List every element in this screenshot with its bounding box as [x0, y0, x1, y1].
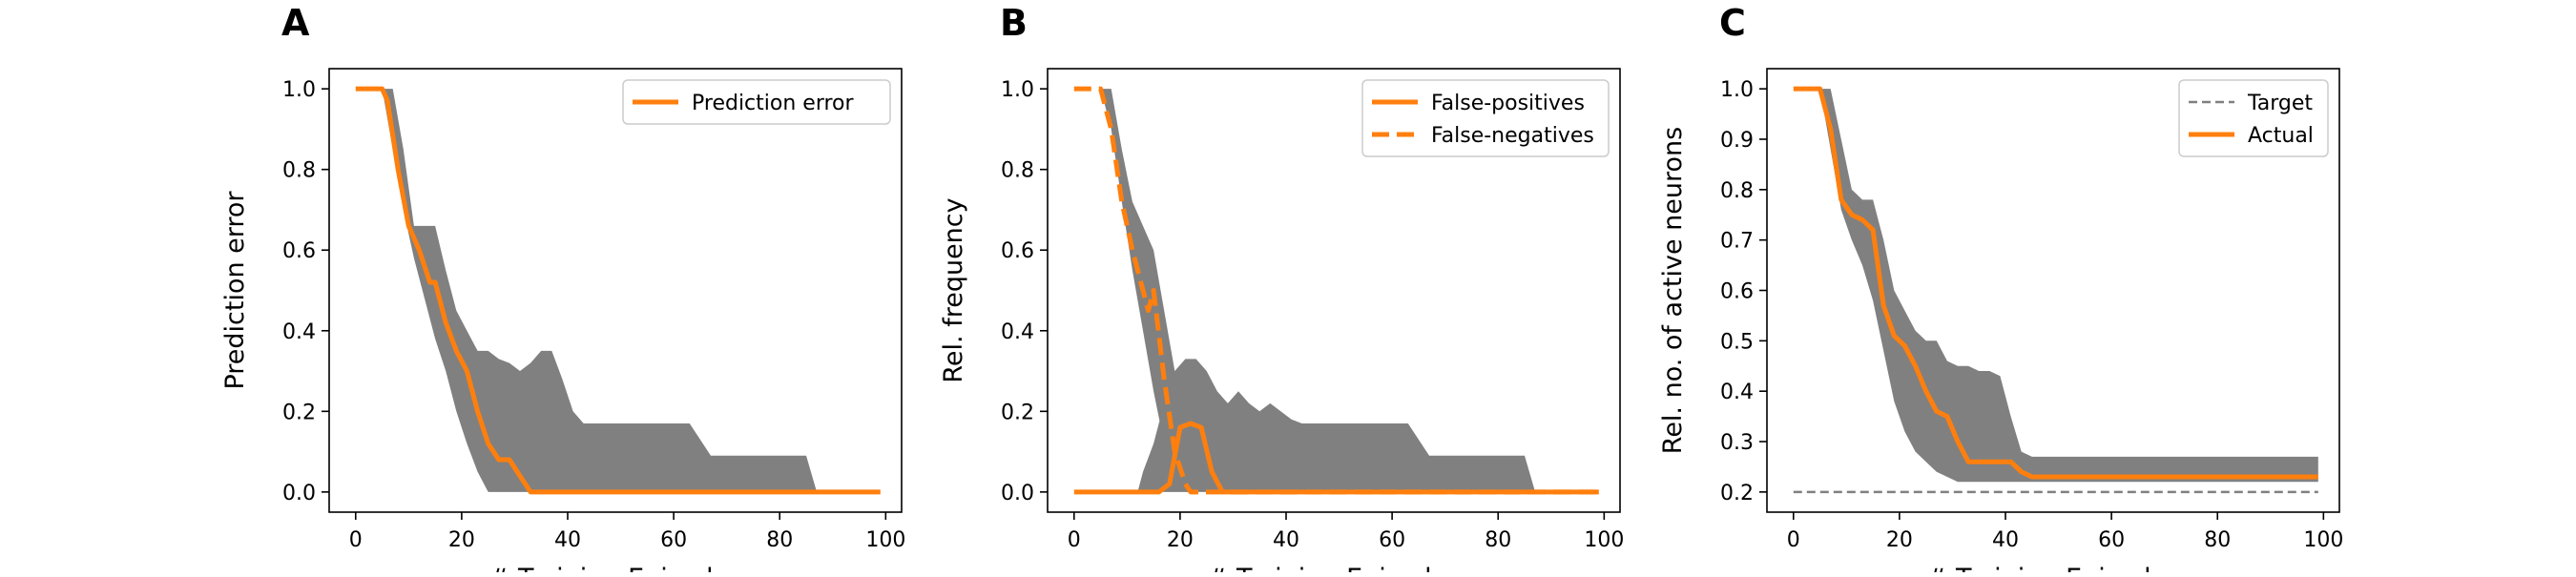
- axes-frame: [328, 68, 903, 513]
- legend-label: Actual: [2248, 124, 2314, 148]
- x-tick-label: 0: [1787, 528, 1800, 552]
- x-tick-label: 40: [1273, 528, 1299, 552]
- y-tick-label: 0.3: [1720, 431, 1754, 455]
- y-tick-label: 1.0: [1720, 78, 1754, 102]
- legend-label: False-negatives: [1431, 124, 1594, 148]
- y-tick-label: 1.0: [282, 78, 316, 102]
- x-tick-label: 20: [448, 528, 475, 552]
- legend-label: Prediction error: [692, 92, 854, 115]
- y-axis-title: Rel. no. of active neurons: [1658, 127, 1688, 454]
- x-tick-label: 100: [2303, 528, 2343, 552]
- y-tick-label: 0.8: [1001, 159, 1034, 183]
- y-tick-label: 0.6: [1001, 239, 1034, 263]
- series-line-false-negatives: [1073, 86, 1599, 495]
- y-tick-label: 0.2: [282, 401, 316, 424]
- y-tick-label: 0.8: [1720, 179, 1754, 203]
- y-tick-label: 0.6: [282, 239, 316, 263]
- x-tick-label: 40: [1992, 528, 2019, 552]
- legend-box: [622, 79, 891, 125]
- series-line-actual: [1793, 86, 2318, 480]
- confidence-band-2: [1100, 89, 1196, 492]
- y-tick-label: 0.0: [1001, 482, 1034, 505]
- legend: False-positives False-negatives: [1361, 79, 1610, 157]
- y-tick-label: 0.0: [282, 482, 316, 505]
- y-tick-label: 0.8: [282, 159, 316, 183]
- y-tick-label: 0.6: [1720, 280, 1754, 304]
- y-tick-label: 0.9: [1720, 129, 1754, 153]
- x-tick-label: 20: [1167, 528, 1194, 552]
- y-tick-label: 0.7: [1720, 230, 1754, 254]
- y-tick-label: 0.5: [1720, 330, 1754, 354]
- x-tick-label: 40: [554, 528, 581, 552]
- x-tick-label: 100: [865, 528, 905, 552]
- x-axis-title: # Training Episodes: [488, 564, 742, 572]
- panel-letter: A: [281, 2, 310, 44]
- legend: Target Actual: [2178, 79, 2329, 157]
- y-tick-label: 0.2: [1001, 401, 1034, 424]
- panel-c: C 0 20 40 60 80 100 0.2 0.3 0.4 0.5 0.6 0.7 0.8 0.9 1.0…: [1658, 2, 2343, 577]
- panel-a: A 0 20 40 60 80 100 0.0 0.2 0.4 0.6 0.8 1.0 # Trainin…: [220, 2, 905, 577]
- axes-frame: [1047, 68, 1621, 513]
- series-line-prediction-error: [355, 86, 881, 495]
- legend-box: [2178, 79, 2329, 157]
- y-tick-label: 0.2: [1720, 482, 1754, 505]
- x-tick-label: 0: [1068, 528, 1081, 552]
- legend-label: Target: [2247, 92, 2313, 115]
- confidence-band: [1073, 359, 1599, 492]
- panel-letter: B: [1000, 2, 1028, 44]
- legend: Prediction error: [622, 79, 891, 125]
- x-tick-label: 80: [2204, 528, 2231, 552]
- panel-b: B 0 20 40 60 80 100 0.0 0.2 0.4 0.6 0.8 1.0 # Trainin…: [939, 2, 1624, 577]
- series-line-false-positives: [1073, 421, 1599, 495]
- x-tick-label: 20: [1886, 528, 1913, 552]
- x-tick-label: 100: [1584, 528, 1624, 552]
- x-tick-label: 80: [766, 528, 793, 552]
- legend-box: [1361, 79, 1610, 157]
- y-tick-label: 1.0: [1001, 78, 1034, 102]
- y-axis-title: Rel. frequency: [939, 197, 968, 382]
- panel-letter: C: [1719, 2, 1746, 44]
- x-axis-title: # Training Episodes: [1207, 564, 1461, 572]
- legend-label: False-positives: [1431, 92, 1585, 115]
- x-tick-label: 60: [1379, 528, 1405, 552]
- confidence-band: [355, 89, 881, 492]
- y-tick-label: 0.4: [282, 320, 316, 344]
- x-tick-label: 60: [660, 528, 687, 552]
- y-axis-title: Prediction error: [220, 191, 250, 390]
- x-tick-label: 60: [2098, 528, 2125, 552]
- x-tick-label: 80: [1485, 528, 1511, 552]
- x-tick-label: 0: [349, 528, 363, 552]
- y-tick-label: 0.4: [1001, 320, 1034, 344]
- y-tick-label: 0.4: [1720, 381, 1754, 404]
- x-axis-title: # Training Episodes: [1926, 564, 2180, 572]
